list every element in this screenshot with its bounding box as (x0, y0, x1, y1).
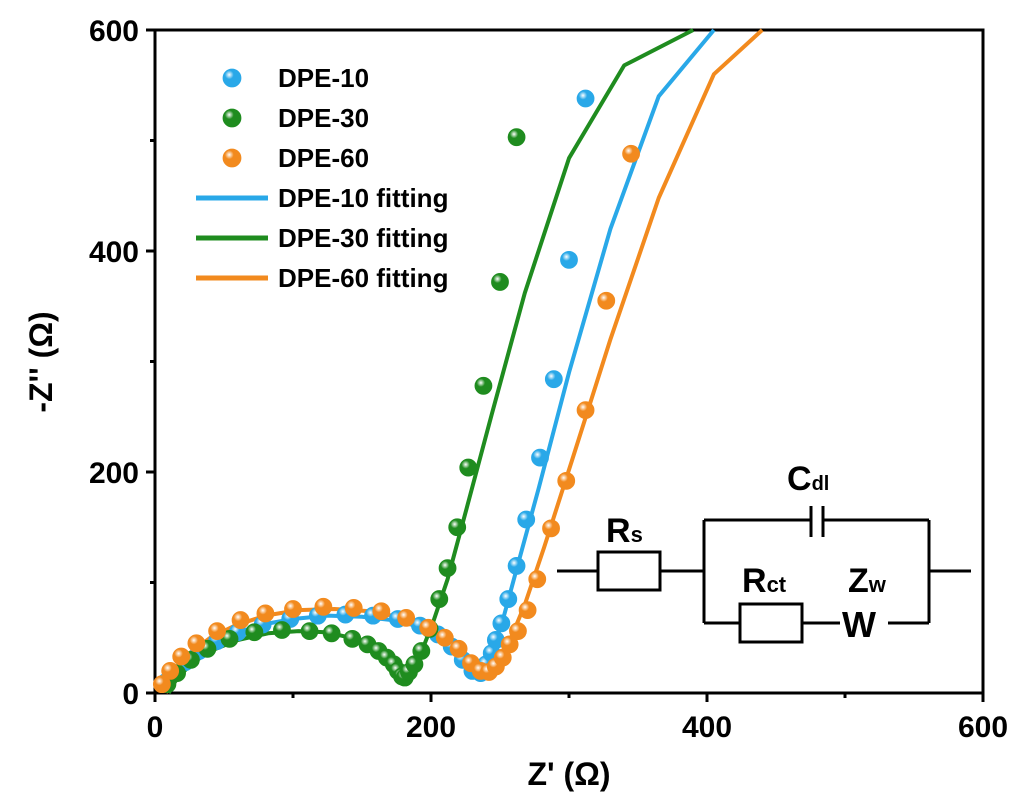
legend-marker (222, 148, 242, 168)
data-point (284, 600, 302, 618)
data-point (576, 89, 595, 108)
data-point (231, 611, 250, 629)
data-point (208, 622, 227, 641)
data-point (622, 144, 640, 163)
legend-label: DPE-30 fitting (278, 223, 448, 253)
data-point (542, 519, 560, 538)
data-point (245, 623, 264, 642)
y-tick-label: 400 (89, 236, 139, 269)
legend-marker (222, 68, 242, 88)
data-point (256, 604, 275, 623)
x-axis-label: Z' (Ω) (527, 756, 610, 792)
axis-ticks (146, 28, 985, 702)
fitting-curves (164, 28, 764, 694)
x-tick-label: 200 (406, 711, 456, 744)
y-tick-labels: 0 200 400 600 (89, 15, 139, 711)
legend: DPE-10 DPE-30 DPE-60 DPE-10 fitting DPE-30 f… (196, 63, 448, 293)
data-point (459, 458, 478, 477)
legend-label: DPE-10 (278, 63, 369, 93)
data-point (509, 622, 527, 641)
y-axis-label: -Z'' (Ω) (23, 311, 59, 412)
data-point (397, 608, 416, 627)
w-label: W (842, 604, 876, 645)
legend-marker (222, 108, 242, 128)
rs-label: Rs (606, 512, 643, 550)
data-point (435, 628, 454, 647)
data-point (448, 518, 467, 537)
legend-label: DPE-30 (278, 103, 369, 133)
data-point (528, 570, 547, 589)
x-tick-labels: 0 200 400 600 (147, 711, 1008, 744)
data-point (372, 602, 391, 621)
y-tick-label: 200 (89, 457, 139, 490)
data-point (344, 599, 363, 617)
cdl-label: Cdl (787, 460, 829, 498)
data-point (597, 291, 616, 310)
data-point (474, 376, 493, 395)
data-point (492, 614, 511, 633)
data-point (560, 250, 578, 269)
x-tick-label: 400 (682, 711, 732, 744)
data-point (544, 370, 563, 389)
data-point (161, 662, 180, 680)
data-point (419, 618, 438, 637)
x-tick-label: 0 (147, 711, 164, 744)
data-point (500, 635, 519, 654)
data-point (172, 647, 191, 666)
legend-label: DPE-60 (278, 143, 369, 173)
data-point (187, 634, 206, 653)
fitting-line (166, 28, 695, 694)
data-point (300, 622, 319, 641)
equivalent-circuit-inset (557, 506, 971, 644)
data-point (576, 401, 595, 420)
y-tick-label: 600 (89, 15, 139, 48)
data-point (507, 128, 526, 147)
data-point (343, 629, 362, 648)
rct-resistor (738, 602, 804, 644)
data-point (152, 675, 171, 694)
data-point (491, 273, 509, 291)
zw-label: Zw (848, 562, 887, 600)
data-point (273, 621, 291, 639)
fitting-line (164, 28, 764, 694)
data-point (430, 590, 449, 608)
data-point (518, 601, 537, 620)
data-point (507, 557, 526, 575)
data-point (517, 510, 536, 529)
y-tick-label: 0 (122, 678, 139, 711)
data-point (557, 471, 576, 490)
data-point (499, 590, 518, 608)
rct-label: Rct (742, 562, 787, 600)
data-point (438, 559, 457, 578)
data-point (322, 624, 341, 643)
legend-label: DPE-10 fitting (278, 183, 448, 213)
legend-label: DPE-60 fitting (278, 263, 448, 293)
data-point (449, 639, 468, 658)
data-point (314, 597, 333, 616)
rs-resistor (596, 550, 662, 592)
data-point (531, 448, 549, 467)
data-point (412, 642, 431, 660)
x-tick-label: 600 (958, 711, 1008, 744)
data-markers (152, 89, 640, 694)
